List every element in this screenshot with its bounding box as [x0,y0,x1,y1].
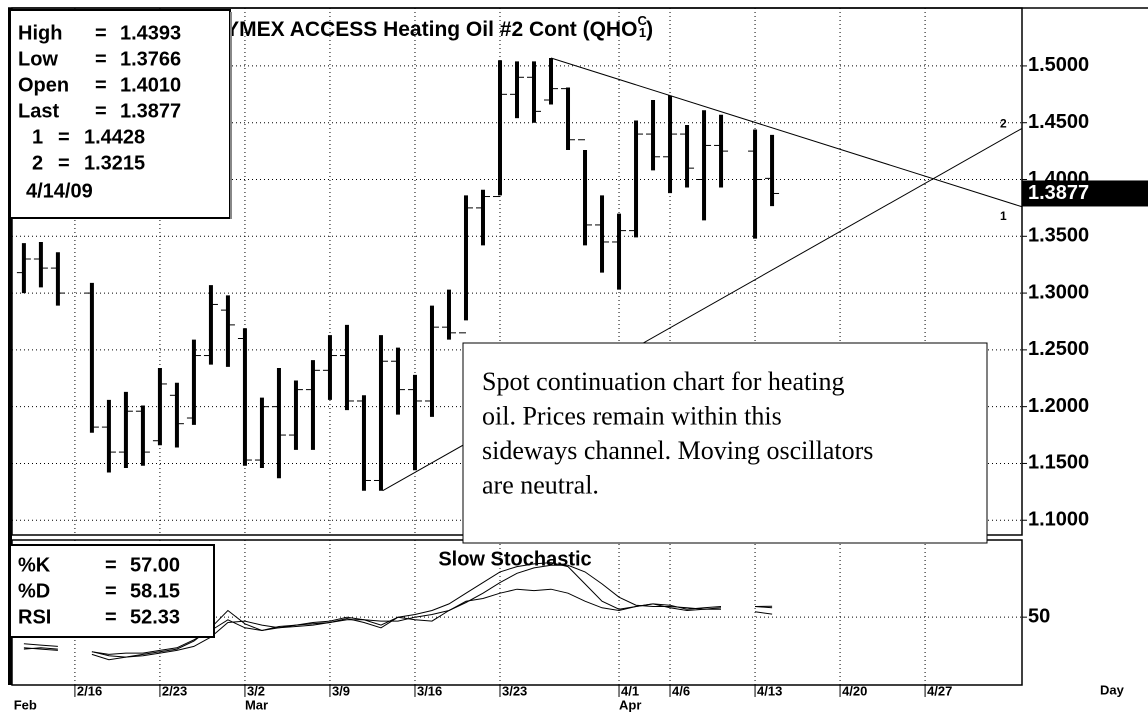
legend-label: %K [18,554,51,576]
series-line [754,611,773,615]
info-separator: = [95,100,107,122]
legend-label: %D [18,580,50,602]
series-line [91,562,722,661]
info-label: 1 [32,126,43,148]
annotation-box [462,342,988,544]
info-label: Low [18,48,58,70]
legend-separator: = [105,554,117,576]
panel-title: Slow Stochastic [438,548,591,570]
x-tick-label: 3/9 [332,683,350,698]
left-border [8,8,12,685]
info-box [9,9,231,219]
info-value: 1.3877 [120,100,181,122]
y-tick-label: 1.4500 [1028,111,1089,133]
legend-separator: = [105,606,117,628]
info-value: 1.4428 [84,126,145,148]
annotation-text: sideways channel. Moving oscillators [482,436,873,465]
last-price-label: 1.3877 [1028,182,1089,204]
month-label: Feb [14,697,37,712]
y-tick-label: 1.2000 [1028,395,1089,417]
info-value: 1.3766 [120,48,181,70]
x-tick-label: 2/16 [77,683,102,698]
info-label: High [18,22,62,44]
info-separator: = [95,48,107,70]
mark-layer [16,57,1023,661]
info-separator: = [58,126,70,148]
y-tick-label: 1.3000 [1028,281,1089,303]
legend-label: RSI [18,606,51,628]
readout-box [9,544,215,638]
chart-title: NYMEX ACCESS Heating Oil #2 Cont (QHOC 1) [210,13,653,40]
x-tick-label: 4/20 [842,683,867,698]
legend-value: 58.15 [130,580,180,602]
x-tick-label: 4/13 [757,683,782,698]
x-tick-label: 4/27 [927,683,952,698]
y-tick-label: 50 [1028,605,1050,627]
info-label: 2 [32,152,43,174]
x-tick-label: 3/2 [247,683,265,698]
annotation-text: Spot continuation chart for heating [482,367,844,396]
info-separator: = [58,152,70,174]
title-end: ) [646,18,653,41]
annotation-text: are neutral. [482,470,599,499]
x-tick-label: 3/23 [502,683,527,698]
y-tick-label: 1.5000 [1028,54,1089,76]
x-tick-label: 4/1 [621,683,639,698]
series-line [23,643,58,647]
x-tick-label: 4/6 [672,683,690,698]
info-value: 1.3215 [84,152,145,174]
legend-separator: = [105,580,117,602]
x-tick-label: 2/23 [162,683,187,698]
info-value: 1.4010 [120,74,181,96]
info-label: Open [18,74,69,96]
annotation-text: oil. Prices remain within this [482,401,782,430]
trendline-label: 2 [1000,117,1007,131]
series-line [91,588,722,655]
legend-value: 52.33 [130,606,180,628]
y-tick-label: 1.3500 [1028,225,1089,247]
y-tick-label: 1.1000 [1028,509,1089,531]
y-tick-label: 1.2500 [1028,338,1089,360]
info-separator: = [95,22,107,44]
title-main: NYMEX ACCESS Heating Oil #2 Cont (QHO [210,18,637,41]
title-sub: 1 [639,25,646,40]
x-tick-label: 3/16 [417,683,442,698]
x-axis-label: Day [1100,682,1125,697]
last-price-box [1022,180,1148,207]
trendline [550,57,1023,208]
info-date: 4/14/09 [26,180,93,202]
legend-value: 57.00 [130,554,180,576]
info-label: Last [18,100,59,122]
info-separator: = [95,74,107,96]
overlay-layer: 2/16 2/23 3/2 3/9 3/16 3/23 4/1 4/6 4/13 4/20 4/27… [9,9,1148,712]
trendline-label: 1 [1000,209,1007,223]
title-super: C [637,13,647,28]
month-label: Mar [245,697,268,712]
series-line [91,564,721,658]
series-line [23,647,58,650]
month-label: Apr [619,697,641,712]
info-value: 1.4393 [120,22,181,44]
y-tick-label: 1.1500 [1028,452,1089,474]
